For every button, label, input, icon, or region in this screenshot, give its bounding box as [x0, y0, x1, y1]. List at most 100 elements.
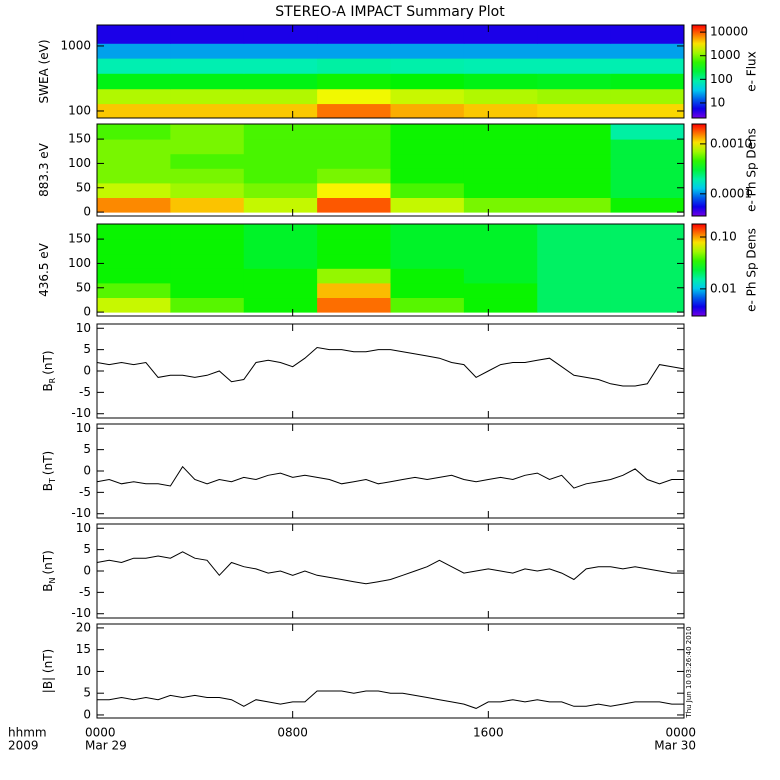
- heatmap-cell: [463, 182, 538, 199]
- heatmap-cell: [317, 182, 391, 199]
- heatmap-cell: [463, 124, 538, 140]
- heatmap-cell: [390, 168, 465, 184]
- heatmap-cell: [97, 239, 171, 255]
- heatmap-cell: [390, 239, 465, 255]
- y-axis-label: 883.3 eV: [37, 142, 51, 197]
- heatmap-cell: [610, 43, 685, 59]
- heatmap-cell: [170, 282, 245, 299]
- heatmap-cell: [390, 139, 465, 155]
- data-line: [96, 465, 684, 489]
- heatmap-cell: [463, 73, 538, 90]
- heatmap-cell: [537, 43, 612, 59]
- heatmap-cell: [243, 197, 318, 213]
- heatmap-cell: [243, 168, 318, 184]
- heatmap-cell: [243, 58, 318, 74]
- heatmap-cell: [170, 168, 245, 184]
- panel-frame: [96, 323, 685, 419]
- heatmap-cell: [610, 153, 685, 169]
- heatmap-cell: [97, 139, 171, 155]
- heatmap-cell: [170, 73, 245, 90]
- heatmap-cell: [610, 297, 685, 313]
- heatmap-cell: [610, 282, 685, 299]
- y-tick-label: 100: [68, 103, 91, 117]
- heatmap-cell: [610, 25, 685, 44]
- heatmap-cell: [537, 197, 612, 213]
- heatmap-cell: [463, 253, 538, 269]
- heatmap-cell: [97, 25, 171, 44]
- panel-frame: [96, 24, 685, 119]
- y-tick-label: 5: [83, 342, 91, 356]
- y-tick-label: -10: [71, 506, 91, 520]
- heatmap-cell: [243, 282, 318, 299]
- heatmap-cell: [170, 197, 245, 213]
- heatmap-cell: [243, 43, 318, 59]
- x-tick-label: 0000: [85, 726, 116, 740]
- x-date-label: Mar 29: [85, 739, 127, 753]
- x-tick-label: 0800: [277, 726, 308, 740]
- heatmap-cell: [170, 297, 245, 313]
- heatmap-cell: [463, 103, 538, 119]
- heatmap-cell: [610, 58, 685, 74]
- y-label-unit: (nT): [41, 550, 55, 574]
- heatmap-cell: [317, 253, 391, 269]
- heatmap-cell: [97, 224, 171, 240]
- heatmap-cell: [317, 268, 391, 284]
- heatmap-cell: [243, 73, 318, 90]
- y-label-main: 883.3 eV: [37, 142, 51, 197]
- heatmap-cell: [97, 197, 171, 213]
- heatmap-cell: [243, 253, 318, 269]
- heatmap-cell: [610, 73, 685, 90]
- heatmap-cell: [243, 124, 318, 140]
- x-year-label: 2009: [8, 739, 39, 753]
- colorbar-tick-label: 100: [710, 72, 733, 86]
- x-tick-label: 0000: [665, 726, 696, 740]
- heatmap-cell: [170, 224, 245, 240]
- heatmap-cell: [537, 239, 612, 255]
- y-tick-label: 0: [83, 305, 91, 319]
- heatmap-cell: [463, 197, 538, 213]
- heatmap-cell: [317, 282, 391, 299]
- y-label-main: B: [41, 383, 55, 391]
- colorbar-tick-label: 10: [710, 95, 725, 109]
- heatmap-cell: [390, 43, 465, 59]
- colorbar: [691, 24, 707, 119]
- colorbar-tick-label: 10000: [710, 25, 748, 39]
- heatmap-cell: [243, 25, 318, 44]
- colorbar-tick-label: 0.0010: [710, 136, 752, 150]
- y-tick-label: 150: [68, 232, 91, 246]
- heatmap-cell: [463, 139, 538, 155]
- y-tick-label: -5: [79, 385, 91, 399]
- y-tick-label: 0: [83, 205, 91, 219]
- heatmap-cell: [610, 139, 685, 155]
- heatmap-cell: [170, 268, 245, 284]
- heatmap-cell: [317, 25, 391, 44]
- heatmap-cell: [537, 124, 612, 140]
- heatmap-cell: [97, 297, 171, 313]
- y-tick-label: -10: [71, 406, 91, 420]
- heatmap-cell: [317, 197, 391, 213]
- heatmap-cell: [317, 297, 391, 313]
- heatmap-cell: [537, 139, 612, 155]
- heatmap-cell: [537, 253, 612, 269]
- heatmap-cell: [390, 282, 465, 299]
- x-date-label: Mar 30: [654, 739, 696, 753]
- heatmap-cell: [537, 168, 612, 184]
- panel-frame: [96, 623, 685, 719]
- heatmap-cell: [97, 268, 171, 284]
- heatmap-cell: [97, 103, 171, 119]
- heatmap-cell: [243, 239, 318, 255]
- y-tick-label: -10: [71, 606, 91, 620]
- heatmap-cell: [390, 25, 465, 44]
- heatmap-cell: [610, 268, 685, 284]
- heatmap-cell: [170, 239, 245, 255]
- y-tick-label: 10: [76, 664, 91, 678]
- colorbar-label: e- Ph Sp Dens: [745, 228, 759, 312]
- heatmap-cell: [537, 88, 612, 105]
- heatmap-cell: [170, 25, 245, 44]
- heatmap-cell: [170, 182, 245, 199]
- heatmap-cell: [317, 224, 391, 240]
- heatmap-cell: [390, 124, 465, 140]
- heatmap-cell: [537, 224, 612, 240]
- heatmap-cell: [610, 124, 685, 140]
